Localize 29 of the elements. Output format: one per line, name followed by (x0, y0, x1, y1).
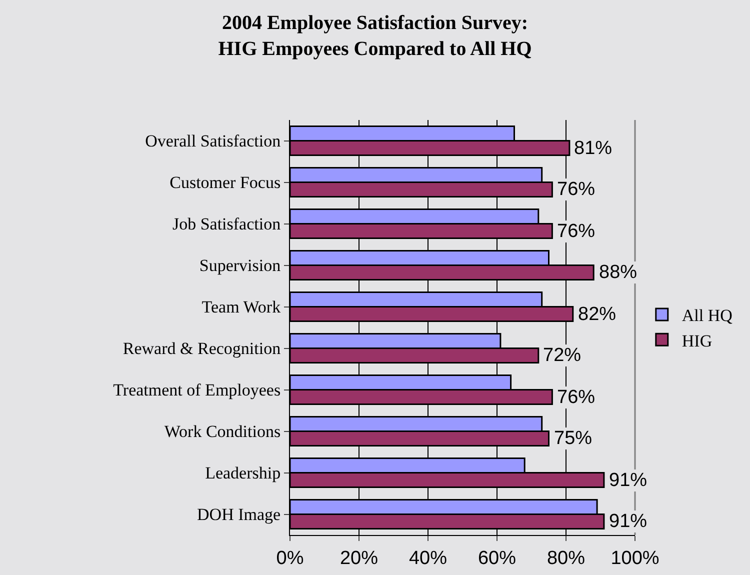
x-tick-label: 40% (408, 548, 448, 569)
data-label: 91% (609, 470, 648, 491)
data-label: 81% (574, 138, 612, 159)
y-tick-label: Reward & Recognition (122, 339, 282, 358)
x-tick-label: 20% (340, 548, 378, 569)
chart-title: 2004 Employee Satisfaction Survey: HIG Empoyees Compared to All HQ (218, 12, 532, 60)
data-label: 72% (543, 345, 582, 366)
y-tick-label: Customer Focus (170, 173, 281, 192)
y-tick-label: Leadership (205, 464, 281, 483)
data-label: 88% (599, 262, 638, 283)
x-tick-label: 0% (276, 548, 304, 569)
y-tick-label: Overall Satisfaction (145, 132, 282, 151)
x-tick-label: 80% (546, 548, 586, 569)
y-tick-label: Job Satisfaction (172, 214, 282, 234)
y-tick-label: Supervision (199, 256, 282, 276)
data-label: 82% (578, 304, 616, 325)
y-tick-label: Work Conditions (164, 422, 281, 442)
x-tick-label: 60% (478, 548, 516, 569)
legend-label: All HQ (682, 306, 732, 326)
legend-label: HIG (682, 331, 712, 350)
data-label: 76% (557, 179, 596, 200)
data-label: 75% (554, 428, 592, 449)
y-tick-label: Treatment of Employees (113, 380, 281, 400)
data-label: 91% (609, 511, 648, 532)
x-tick-label: 100% (610, 548, 660, 569)
y-tick-label: DOH Image (197, 505, 281, 524)
data-label: 76% (557, 387, 596, 408)
data-label: 76% (557, 221, 596, 242)
y-tick-label: Team Work (202, 298, 282, 317)
